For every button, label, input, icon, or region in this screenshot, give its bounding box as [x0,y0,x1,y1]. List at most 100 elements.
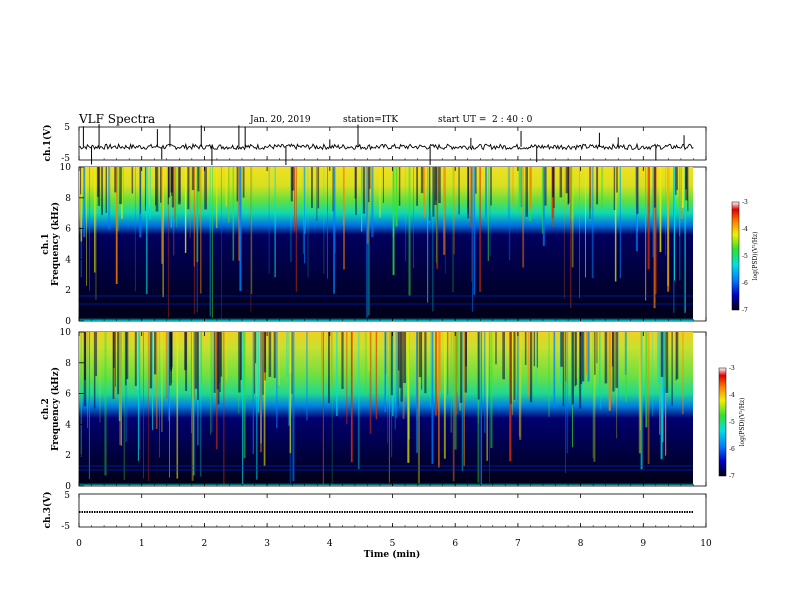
ch1-transient-stripe [80,167,83,242]
ch2-spectrogram-yticks: 0 2 4 6 8 10 [60,328,84,492]
ch2-transient-stripe [385,332,387,375]
figure-title: VLF Spectra [78,112,155,126]
ch1-transient-stripe [452,167,454,293]
ch2-transient-stripe [416,332,418,453]
ch2-transient-stripe-gap [238,332,241,393]
time-axis-label: Time (min) [364,549,421,560]
ch1-transient-stripe [427,167,429,303]
ch1-transient-stripe-gap [177,167,181,205]
ch2-transient-stripe-gap [400,332,403,402]
ch1-colorbar [731,201,740,311]
ch2-transient-stripe [514,332,516,399]
ch2-transient-stripe [289,332,292,454]
ch1-transient-stripe-gap [432,167,435,217]
ch1-transient-stripe [200,167,202,294]
ch2-transient-stripe [461,332,464,472]
ch1-transient-stripe [645,167,647,301]
ch1-transient-stripe [95,167,97,300]
ch1-transient-stripe [294,167,295,232]
ch1-transient-stripe-gap [676,167,678,190]
ch2-transient-stripe [80,332,82,457]
ch1-transient-stripe [443,167,446,255]
ch2-transient-stripe-gap [424,332,427,394]
ch1-transient-stripe [571,167,574,268]
ch2-frequency-ylabel: Frequency (kHz) [50,367,61,451]
ch2-transient-stripe [566,332,569,454]
ch1-transient-stripe-gap [101,167,103,215]
ch1-transient-stripe [302,167,304,254]
ch2-transient-stripe-gap [574,332,576,387]
ch1-transient-stripe-gap [179,167,181,203]
ch1-transient-stripe [512,167,514,207]
ch3-waveform-ylabel: ch.3(V) [42,492,53,529]
ch2-transient-stripe-gap [262,332,264,395]
ch1-transient-stripe [121,167,123,219]
ch2-freq-ytick-2: 2 [65,451,71,461]
ch2-transient-stripe [161,332,163,432]
ch1-transient-stripe [647,167,650,270]
ch2-transient-stripe [306,332,308,421]
ch2-colorbar-tick--5: -5 [729,419,735,426]
ch2-transient-stripe [119,332,122,445]
ch1-transient-stripe-gap [525,167,528,217]
ch2-transient-stripe [226,332,228,381]
ch1-colorbar-tick--3: -3 [742,199,748,206]
ch1-transient-stripe-gap [96,167,100,197]
ch2-transient-stripe [88,332,90,480]
ch1-transient-stripe [193,167,195,314]
ch2-transient-stripe-gap [513,332,515,401]
ch1-transient-stripe-gap [204,167,207,210]
ch2-transient-stripe-gap [580,332,583,384]
ch1-transient-stripe [209,167,211,317]
ch2-transient-stripe [388,332,390,483]
ch1-transient-stripe [479,167,481,292]
ch1-transient-stripe-gap [467,167,469,214]
ch1-transient-stripe [408,167,411,296]
ch2-transient-stripe [463,332,465,467]
ch1-transient-stripe [116,167,119,232]
ch2-transient-stripe-gap [418,332,422,378]
ch2-transient-stripe [565,332,566,474]
ch1-transient-stripe [162,167,164,298]
ch3-waveform-frame [78,493,707,528]
ch2-transient-stripe [394,332,396,430]
ch1-transient-stripe [679,167,681,281]
ch2-transient-stripe [417,332,420,484]
ch1-transient-stripe-gap [354,167,357,199]
time-tick-7: 7 [515,539,521,549]
ch2-transient-stripe [375,332,378,420]
ch2-transient-stripe-gap [134,332,137,386]
ch2-transient-stripe [477,332,480,483]
ch1-transient-stripe [591,167,594,279]
ch2-transient-stripe-gap [113,332,115,368]
ch1-transient-stripe [228,167,229,223]
ch1-transient-stripe [238,167,241,261]
ch1-transient-stripe-gap [382,167,384,203]
ch2-colorbar-tick--3: -3 [729,365,735,372]
ch1-spectrogram-ylabel: ch.1 [41,233,51,254]
ch1-transient-stripe [652,167,655,258]
ch1-transient-stripe-gap [551,167,555,198]
ch1-transient-stripe-gap [544,167,547,206]
ch2-transient-stripe [618,332,619,404]
ch2-transient-stripe [137,332,139,461]
ch2-transient-stripe [509,332,512,461]
ch1-transient-stripe [108,167,111,230]
ch2-transient-stripe-gap [254,332,256,394]
ch2-transient-stripe [489,332,490,483]
ch1-transient-stripe-gap [362,167,366,214]
ch2-transient-stripe-gap [154,332,157,375]
ch1-transient-stripe [654,167,657,294]
ch1-transient-stripe [614,167,617,282]
ch1-transient-stripe [601,167,604,209]
ch2-transient-stripe [659,332,661,435]
ch2-freq-ytick-6: 6 [65,390,71,400]
time-tick-8: 8 [578,539,584,549]
ch2-transient-stripe [242,332,244,485]
ch1-transient-stripe [167,167,169,318]
time-tick-6: 6 [452,539,458,549]
ch1-transient-stripe [473,167,476,295]
station-label: station=ITK [343,115,398,125]
